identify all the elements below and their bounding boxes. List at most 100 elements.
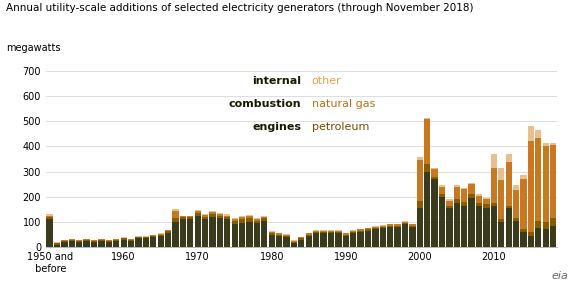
Bar <box>343 236 349 247</box>
Bar <box>83 241 90 247</box>
Bar <box>542 222 549 229</box>
Bar <box>157 234 164 235</box>
Bar <box>284 237 290 247</box>
Bar <box>284 235 290 236</box>
Text: natural gas: natural gas <box>312 99 375 109</box>
Bar <box>180 220 186 247</box>
Bar <box>394 224 401 226</box>
Bar <box>394 226 401 227</box>
Bar <box>254 218 260 220</box>
Bar <box>113 241 119 247</box>
Bar <box>387 227 393 247</box>
Bar <box>143 237 149 238</box>
Bar <box>350 230 356 231</box>
Bar <box>424 172 430 247</box>
Bar <box>313 230 319 231</box>
Bar <box>468 183 475 184</box>
Bar <box>231 220 238 221</box>
Bar <box>135 236 142 237</box>
Bar <box>91 240 97 241</box>
Bar <box>365 229 371 231</box>
Bar <box>313 233 319 247</box>
Bar <box>135 238 142 247</box>
Bar <box>506 162 512 206</box>
Bar <box>373 229 378 247</box>
Bar <box>528 141 534 232</box>
Bar <box>542 229 549 247</box>
Bar <box>69 239 75 241</box>
Bar <box>350 232 356 233</box>
Bar <box>261 221 267 247</box>
Bar <box>254 220 260 221</box>
Bar <box>513 221 519 247</box>
Bar <box>180 216 186 217</box>
Bar <box>298 237 304 238</box>
Bar <box>550 218 556 226</box>
Bar <box>550 143 556 145</box>
Bar <box>446 206 452 208</box>
Bar <box>276 236 282 247</box>
Bar <box>365 231 371 247</box>
Bar <box>269 235 275 247</box>
Bar <box>305 233 312 235</box>
Bar <box>269 232 275 233</box>
Bar <box>98 239 104 241</box>
Bar <box>343 235 349 236</box>
Bar <box>335 231 342 232</box>
Bar <box>231 218 238 220</box>
Bar <box>202 220 208 247</box>
Bar <box>165 231 171 233</box>
Bar <box>210 211 216 212</box>
Bar <box>379 228 386 247</box>
Text: Annual utility-scale additions of selected electricity generators (through Novem: Annual utility-scale additions of select… <box>6 3 473 13</box>
Bar <box>328 233 334 247</box>
Bar <box>150 236 157 237</box>
Bar <box>542 147 549 222</box>
Bar <box>313 232 319 233</box>
Bar <box>439 187 445 194</box>
Bar <box>506 154 512 162</box>
Bar <box>476 195 482 203</box>
Bar <box>439 197 445 247</box>
Bar <box>305 235 312 236</box>
Bar <box>320 230 327 231</box>
Bar <box>298 238 304 239</box>
Bar <box>520 229 526 232</box>
Bar <box>498 222 505 247</box>
Bar <box>202 215 208 217</box>
Bar <box>439 185 445 187</box>
Bar <box>373 228 378 229</box>
Bar <box>491 154 497 168</box>
Bar <box>528 126 534 141</box>
Bar <box>373 226 378 227</box>
Bar <box>520 179 526 229</box>
Bar <box>402 223 408 224</box>
Bar <box>76 240 83 241</box>
Bar <box>172 218 179 222</box>
Bar <box>402 222 408 223</box>
Bar <box>365 228 371 229</box>
Bar <box>453 203 460 247</box>
Bar <box>165 230 171 231</box>
Bar <box>128 241 134 247</box>
Bar <box>246 222 253 247</box>
Bar <box>76 242 83 247</box>
Bar <box>343 233 349 235</box>
Bar <box>542 143 549 147</box>
Bar <box>291 241 297 242</box>
Bar <box>320 231 327 232</box>
Bar <box>121 237 127 238</box>
Bar <box>246 218 253 222</box>
Bar <box>291 240 297 241</box>
Bar <box>195 216 201 247</box>
Bar <box>261 216 267 217</box>
Bar <box>320 232 327 233</box>
Bar <box>46 217 53 220</box>
Bar <box>172 222 179 247</box>
Bar <box>276 233 282 235</box>
Bar <box>224 220 230 247</box>
Bar <box>432 169 438 177</box>
Bar <box>409 224 416 226</box>
Bar <box>187 217 193 220</box>
Bar <box>320 233 327 247</box>
